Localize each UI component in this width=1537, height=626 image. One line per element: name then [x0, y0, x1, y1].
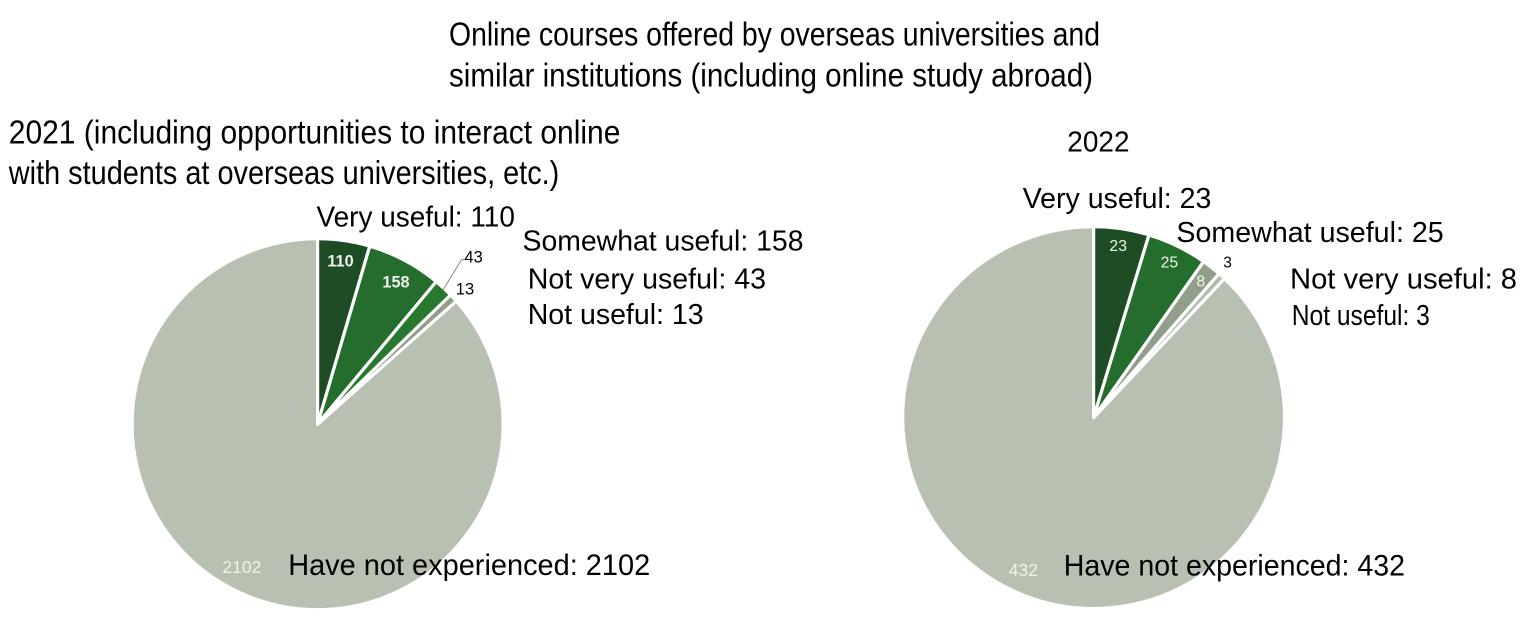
- svg-text:3: 3: [1223, 255, 1232, 272]
- svg-text:Online courses offered by over: Online courses offered by overseas unive…: [449, 15, 1100, 52]
- svg-text:Not useful: 3: Not useful: 3: [1292, 300, 1430, 332]
- svg-text:with students at overseas univ: with students at overseas universities, …: [8, 154, 559, 191]
- svg-text:432: 432: [1009, 560, 1038, 580]
- svg-text:13: 13: [456, 281, 474, 299]
- svg-text:Very useful: 23: Very useful: 23: [1023, 183, 1212, 215]
- svg-text:similar institutions (includin: similar institutions (including online s…: [449, 57, 1093, 94]
- svg-text:110: 110: [327, 253, 353, 271]
- svg-text:2021 (including opportunities: 2021 (including opportunities to interac…: [9, 113, 621, 150]
- svg-text:2022: 2022: [1067, 127, 1129, 159]
- svg-text:158: 158: [382, 273, 409, 291]
- svg-text:25: 25: [1161, 255, 1179, 272]
- svg-text:Not useful: 13: Not useful: 13: [528, 299, 704, 331]
- svg-text:Have not experienced: 2102: Have not experienced: 2102: [288, 549, 650, 582]
- svg-text:2102: 2102: [222, 557, 261, 577]
- svg-text:Not very useful: 8: Not very useful: 8: [1290, 263, 1517, 295]
- svg-text:23: 23: [1109, 238, 1127, 255]
- svg-text:43: 43: [464, 248, 482, 266]
- svg-text:8: 8: [1196, 274, 1205, 291]
- svg-text:Not very useful: 43: Not very useful: 43: [528, 264, 766, 296]
- svg-text:Have not experienced: 432: Have not experienced: 432: [1064, 549, 1405, 582]
- svg-text:Very useful: 110: Very useful: 110: [317, 202, 515, 234]
- svg-text:Somewhat useful: 25: Somewhat useful: 25: [1176, 217, 1443, 249]
- svg-text:Somewhat useful: 158: Somewhat useful: 158: [523, 226, 804, 258]
